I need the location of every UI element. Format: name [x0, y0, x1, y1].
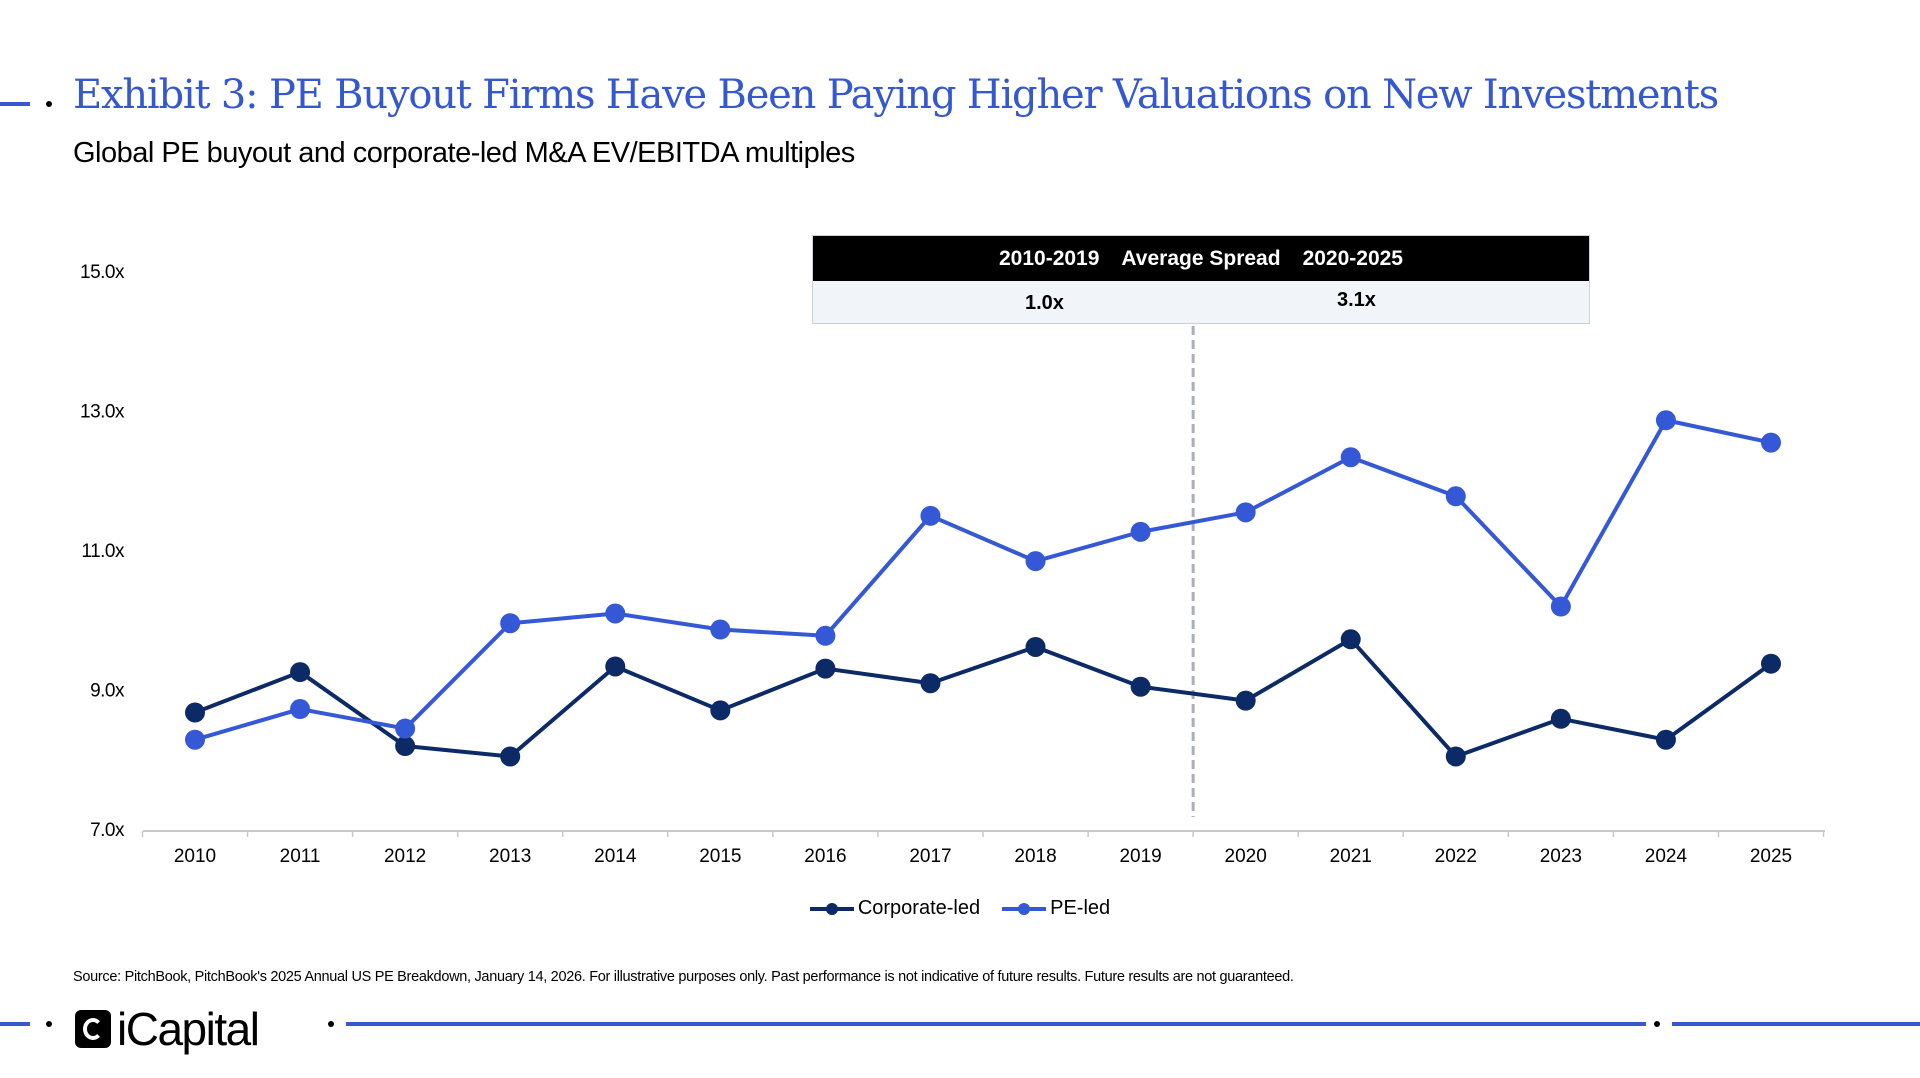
data-point-corporate-led-2024	[1655, 729, 1676, 750]
x-tick-label: 2017	[909, 846, 951, 867]
spread-table-header: 2010-2019 Average Spread 2020-2025	[813, 236, 1589, 281]
data-point-corporate-led-2025	[1761, 653, 1781, 674]
data-point-pe-led-2018	[1025, 551, 1046, 572]
data-point-corporate-led-2015	[710, 700, 731, 721]
data-point-pe-led-2010	[185, 729, 205, 750]
title-accent-dot	[46, 101, 52, 107]
y-tick-label: 15.0x	[80, 262, 125, 283]
data-point-corporate-led-2016	[815, 658, 836, 679]
spread-col-left: 2010-2019	[998, 246, 1100, 270]
chart-legend: Corporate-led PE-led	[0, 897, 1920, 920]
data-point-pe-led-2012	[395, 718, 416, 739]
data-point-corporate-led-2017	[920, 673, 941, 694]
x-tick-label: 2016	[804, 846, 846, 867]
footer-dot-right	[1654, 1021, 1660, 1027]
data-point-pe-led-2019	[1130, 521, 1151, 542]
x-tick-label: 2021	[1330, 846, 1372, 867]
footer-accent-dot	[46, 1021, 52, 1027]
data-point-pe-led-2022	[1445, 486, 1466, 507]
x-tick-label: 2019	[1119, 846, 1161, 867]
icapital-logo: iCapital	[75, 1002, 260, 1056]
footer-rule	[346, 1022, 1646, 1026]
data-point-pe-led-2021	[1340, 447, 1361, 468]
x-tick-label: 2014	[594, 846, 637, 867]
data-point-corporate-led-2013	[500, 746, 521, 767]
logo-text: iCapital	[117, 1003, 260, 1055]
data-point-pe-led-2017	[920, 505, 941, 526]
spread-value-left: 1.0x	[1025, 292, 1064, 314]
data-point-corporate-led-2019	[1130, 676, 1151, 697]
data-point-pe-led-2016	[815, 625, 836, 646]
y-tick-label: 9.0x	[90, 681, 125, 702]
spread-table-values: 1.0x 3.1x	[813, 281, 1589, 323]
y-tick-label: 11.0x	[81, 541, 125, 562]
y-tick-label: 13.0x	[80, 402, 125, 423]
footer-dot-left	[328, 1021, 334, 1027]
spread-col-right: 2020-2025	[1302, 246, 1403, 270]
data-point-pe-led-2015	[710, 619, 731, 640]
x-tick-label: 2023	[1540, 846, 1582, 867]
series-line-pe-led	[194, 418, 1772, 742]
x-tick-label: 2010	[174, 846, 216, 867]
chart-subtitle: Global PE buyout and corporate-led M&A E…	[73, 137, 855, 169]
x-tick-label: 2011	[280, 846, 321, 867]
x-tick-label: 2022	[1435, 846, 1477, 867]
x-tick-label: 2015	[699, 846, 741, 867]
source-note: Source: PitchBook, PitchBook's 2025 Annu…	[73, 969, 1294, 985]
page-title: Exhibit 3: PE Buyout Firms Have Been Pay…	[73, 72, 1719, 118]
x-tick-label: 2012	[384, 846, 426, 867]
data-point-corporate-led-2021	[1340, 629, 1361, 650]
data-point-pe-led-2020	[1235, 502, 1256, 523]
x-tick-label: 2025	[1750, 846, 1792, 867]
x-tick-label: 2020	[1225, 846, 1267, 867]
data-point-pe-led-2023	[1550, 596, 1571, 617]
data-point-corporate-led-2012	[395, 735, 416, 756]
icapital-logo-mark-icon	[75, 1010, 111, 1048]
x-tick-label: 2013	[489, 846, 531, 867]
legend-label-corporate-led: Corporate-led	[857, 897, 981, 919]
footer-rule-right	[1672, 1022, 1920, 1026]
spread-value-right: 3.1x	[1337, 289, 1376, 311]
title-accent-dash	[0, 102, 30, 106]
legend-marker-pe-led	[1002, 902, 1047, 915]
legend-item-pe-led: PE-led	[1002, 897, 1110, 920]
legend-marker-corporate-led	[809, 902, 854, 915]
data-point-corporate-led-2018	[1025, 636, 1046, 657]
data-point-pe-led-2014	[605, 603, 626, 624]
data-point-corporate-led-2022	[1445, 746, 1466, 767]
average-spread-table: 2010-2019 Average Spread 2020-2025 1.0x …	[812, 235, 1590, 324]
data-point-corporate-led-2011	[290, 662, 311, 683]
data-point-corporate-led-2010	[185, 702, 205, 723]
data-point-pe-led-2025	[1761, 432, 1781, 453]
legend-label-pe-led: PE-led	[1050, 897, 1111, 919]
x-tick-label: 2024	[1645, 846, 1688, 867]
y-tick-label: 7.0x	[90, 820, 125, 841]
x-tick-label: 2018	[1014, 846, 1056, 867]
legend-item-corporate-led: Corporate-led	[809, 897, 981, 920]
data-point-corporate-led-2020	[1235, 690, 1256, 711]
data-point-pe-led-2024	[1655, 410, 1676, 431]
data-point-pe-led-2011	[290, 699, 311, 720]
spread-col-mid: Average Spread	[1121, 246, 1281, 270]
footer-accent-dash	[0, 1022, 30, 1026]
series-line-corporate-led	[194, 637, 1773, 759]
data-point-corporate-led-2014	[605, 656, 626, 677]
data-point-pe-led-2013	[500, 613, 521, 634]
data-point-corporate-led-2023	[1550, 708, 1571, 729]
